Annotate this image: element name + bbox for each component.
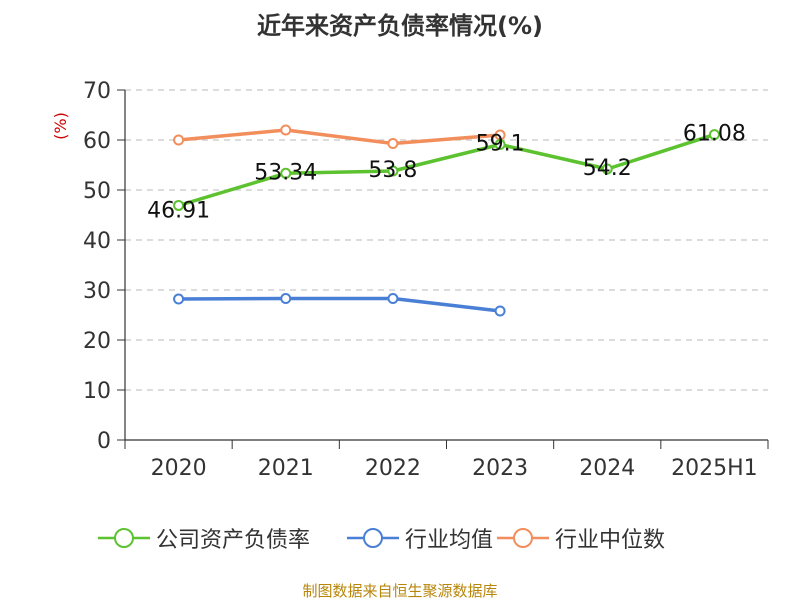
data-point (280, 167, 292, 179)
y-tick-label: 0 (97, 429, 111, 454)
x-tick-label: 2024 (579, 456, 635, 481)
data-point (708, 129, 720, 141)
data-point (494, 139, 506, 150)
data-point (601, 163, 613, 175)
x-tick-label: 2023 (472, 456, 528, 481)
y-tick-label: 50 (83, 179, 111, 204)
source-note: 制图数据来自恒生聚源数据库 (302, 582, 498, 600)
data-point (280, 293, 292, 304)
data-point (173, 199, 185, 211)
y-axis-label: (%) (51, 112, 70, 140)
legend-marker-icon (98, 528, 150, 548)
data-label: 46.91 (147, 198, 210, 223)
legend-marker-icon (347, 528, 399, 548)
x-tick-label: 2021 (258, 456, 314, 481)
data-point (173, 293, 185, 305)
x-tick-label: 2025H1 (671, 456, 758, 481)
data-label: 53.34 (254, 160, 317, 185)
legend: 公司资产负债率 行业均值 行业中位数 (0, 518, 800, 558)
y-tick-label: 10 (83, 379, 111, 404)
data-point (387, 165, 399, 177)
legend-item[interactable]: 公司资产负债率 (98, 518, 310, 558)
legend-label: 公司资产负债率 (156, 528, 311, 553)
legend-label: 行业均值 (405, 528, 494, 553)
y-tick-label: 70 (83, 79, 111, 104)
y-tick-label: 60 (83, 129, 111, 154)
data-label: 61.08 (683, 122, 746, 147)
x-tick-label: 2020 (151, 456, 207, 481)
data-point (173, 134, 185, 146)
data-label: 59.1 (476, 132, 525, 157)
series-line (176, 132, 717, 208)
data-point (494, 305, 506, 317)
legend-label: 行业中位数 (555, 528, 666, 553)
legend-item[interactable]: 行业中位数 (497, 518, 665, 558)
data-point (280, 124, 292, 136)
y-tick-label: 30 (83, 279, 111, 304)
y-tick-label: 40 (83, 229, 111, 254)
series-line (176, 296, 502, 313)
data-point (387, 138, 399, 149)
legend-item[interactable]: 行业均值 (347, 518, 493, 558)
data-label: 53.8 (368, 158, 417, 183)
series-line (176, 128, 502, 146)
chart-title: 近年来资产负债率情况(%) (257, 12, 543, 40)
data-point (387, 293, 399, 304)
data-label: 54.2 (583, 156, 632, 181)
y-tick-label: 20 (83, 329, 111, 354)
x-tick-label: 2022 (365, 456, 421, 481)
legend-marker-icon (497, 528, 549, 548)
